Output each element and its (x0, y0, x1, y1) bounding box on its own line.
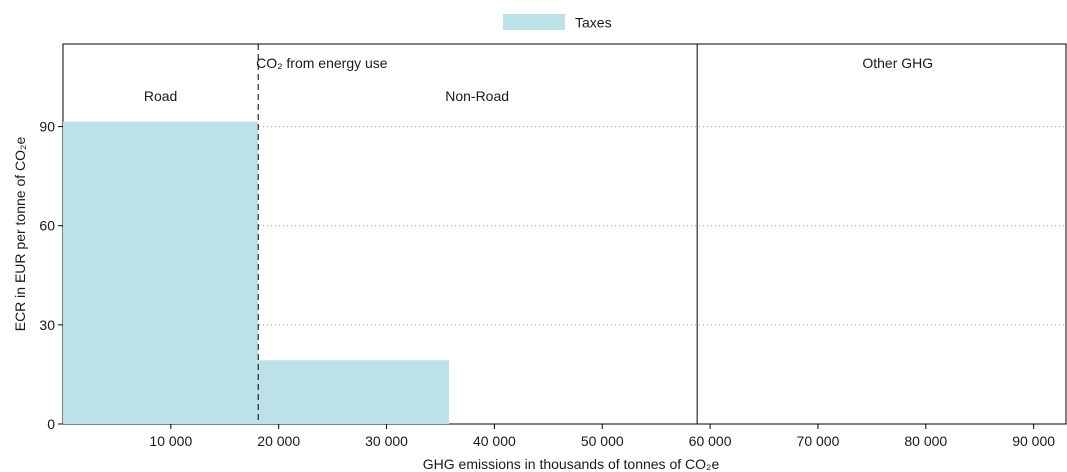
x-tick-label: 20 000 (257, 433, 300, 449)
x-axis-ticks: 10 000 20 000 30 000 40 000 50 000 60 000 70 0… (149, 424, 1055, 449)
bars (63, 121, 450, 425)
section-label-road: Road (144, 88, 177, 104)
section-labels: CO₂ from energy use Other GHG Road Non-Road (144, 55, 933, 104)
y-axis-ticks: 0 30 60 90 (39, 119, 63, 432)
y-axis-label: ECR in EUR per tonne of CO₂e (12, 137, 28, 332)
dividers (257, 44, 698, 424)
legend: Taxes (503, 14, 612, 31)
x-tick-label: 60 000 (689, 433, 732, 449)
x-tick-label: 90 000 (1012, 433, 1055, 449)
x-axis-label: GHG emissions in thousands of tonnes of … (423, 456, 720, 472)
legend-label-taxes: Taxes (575, 15, 612, 31)
bar-0-0 (63, 121, 259, 425)
x-tick-label: 40 000 (473, 433, 516, 449)
x-tick-label: 10 000 (149, 433, 192, 449)
x-tick-label: 70 000 (797, 433, 840, 449)
x-tick-label: 50 000 (581, 433, 624, 449)
y-tick-label: 90 (39, 119, 55, 135)
x-tick-label: 30 000 (365, 433, 408, 449)
section-label-nonroad: Non-Road (445, 88, 509, 104)
y-tick-label: 60 (39, 218, 55, 234)
bar-0-1 (258, 360, 450, 424)
section-label-other: Other GHG (862, 55, 933, 71)
x-tick-label: 80 000 (904, 433, 947, 449)
y-tick-label: 0 (47, 416, 55, 432)
section-label-co2: CO₂ from energy use (256, 55, 388, 71)
y-tick-label: 30 (39, 317, 55, 333)
legend-swatch-taxes (503, 14, 565, 30)
